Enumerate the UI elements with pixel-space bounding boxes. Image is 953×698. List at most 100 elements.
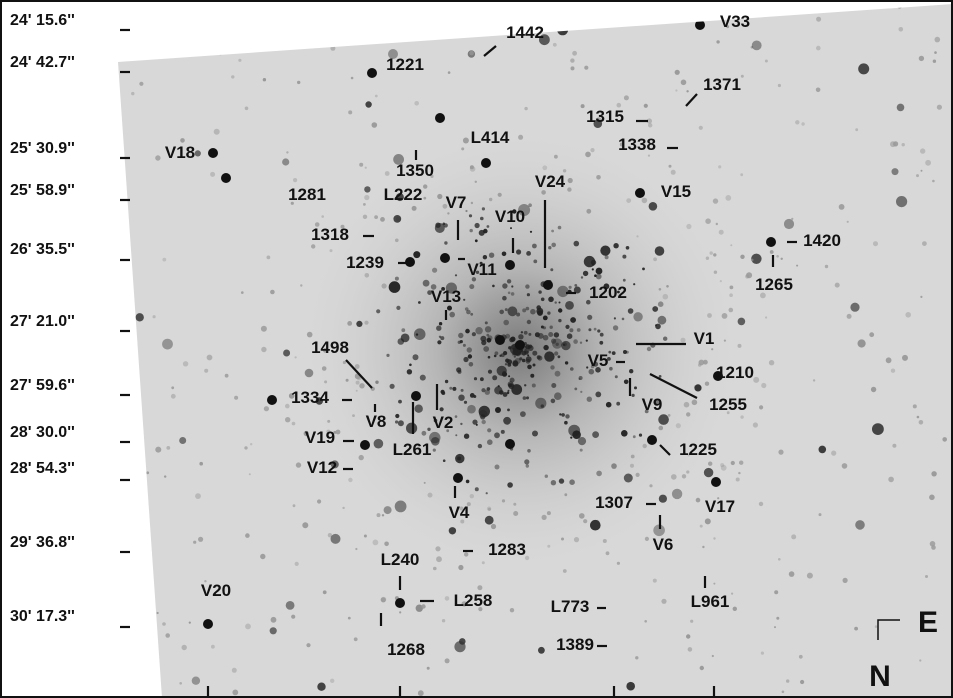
axis-label: 24' 42.7'' (10, 54, 75, 71)
star (414, 404, 423, 413)
star (555, 342, 559, 346)
star (365, 101, 372, 108)
star (180, 138, 185, 143)
star (165, 633, 170, 638)
star (399, 611, 402, 614)
star (418, 301, 421, 304)
star (663, 336, 668, 341)
star (561, 537, 564, 541)
star (421, 604, 426, 609)
star (409, 363, 412, 367)
star (472, 419, 478, 425)
star (713, 537, 716, 540)
star (435, 546, 441, 552)
star (565, 414, 570, 419)
star (918, 55, 925, 62)
star (936, 104, 943, 110)
star (364, 186, 371, 193)
star (508, 383, 512, 388)
star (488, 252, 495, 258)
star (626, 350, 629, 354)
star (929, 541, 936, 547)
star (348, 477, 353, 483)
star (646, 346, 652, 352)
star (528, 203, 532, 207)
star (698, 363, 702, 367)
star (644, 536, 650, 542)
star (487, 428, 492, 433)
star (561, 413, 565, 417)
star (493, 354, 497, 358)
axis-label: 24' 15.6'' (10, 12, 75, 29)
star (912, 404, 917, 409)
star (657, 301, 664, 308)
star (731, 592, 734, 595)
star (558, 478, 565, 484)
star (470, 312, 474, 316)
star (415, 604, 423, 612)
star (261, 346, 267, 353)
star (716, 40, 720, 44)
star (644, 620, 647, 623)
star (554, 154, 558, 159)
star (465, 479, 470, 484)
star (480, 216, 484, 221)
star (335, 429, 341, 435)
star (580, 390, 583, 393)
star (266, 255, 271, 260)
star (381, 514, 385, 517)
star (415, 333, 419, 336)
star (597, 329, 601, 333)
star (155, 446, 162, 453)
star (671, 488, 683, 500)
star (483, 346, 490, 352)
star (393, 154, 404, 165)
star (383, 506, 392, 515)
star (542, 165, 548, 171)
bright-star (515, 340, 525, 350)
star (234, 395, 239, 400)
star (317, 682, 326, 691)
star (920, 169, 923, 172)
star (510, 336, 516, 342)
star (776, 616, 780, 620)
star (806, 572, 813, 579)
star (554, 301, 557, 304)
star (433, 418, 438, 423)
star (430, 284, 437, 290)
star (432, 448, 436, 452)
star (728, 307, 734, 313)
star (791, 217, 794, 220)
star (711, 654, 714, 658)
star (564, 493, 568, 497)
star (330, 678, 335, 683)
star (487, 439, 493, 446)
star (484, 389, 490, 395)
star (327, 533, 333, 538)
star (934, 51, 937, 54)
star (751, 253, 762, 264)
star (892, 443, 897, 448)
star (546, 511, 551, 516)
star (484, 321, 488, 325)
star (471, 277, 477, 282)
star (537, 310, 543, 316)
star (380, 596, 387, 603)
star (538, 646, 545, 654)
star-label: 1268 (387, 640, 425, 659)
star (502, 295, 507, 301)
star (317, 499, 322, 504)
star (191, 676, 201, 685)
star (481, 388, 486, 393)
star (643, 103, 648, 108)
star (434, 223, 445, 233)
star (394, 276, 399, 281)
star (530, 373, 535, 378)
star (164, 475, 167, 478)
star (778, 558, 781, 561)
star (532, 430, 538, 437)
star (395, 193, 404, 202)
star (831, 450, 837, 456)
star (585, 151, 591, 158)
star (607, 357, 611, 361)
